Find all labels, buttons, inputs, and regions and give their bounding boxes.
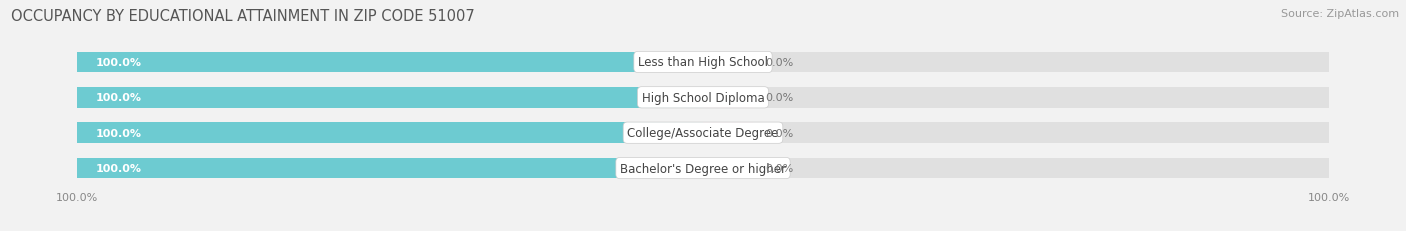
Text: Source: ZipAtlas.com: Source: ZipAtlas.com: [1281, 9, 1399, 19]
Bar: [77, 52, 703, 73]
Bar: [703, 52, 754, 73]
Text: 100.0%: 100.0%: [96, 93, 142, 103]
Bar: [77, 158, 703, 179]
Text: 0.0%: 0.0%: [766, 58, 794, 68]
Bar: [77, 158, 703, 179]
Text: Bachelor's Degree or higher: Bachelor's Degree or higher: [620, 162, 786, 175]
Text: Less than High School: Less than High School: [638, 56, 768, 69]
Text: College/Associate Degree: College/Associate Degree: [627, 127, 779, 140]
Text: OCCUPANCY BY EDUCATIONAL ATTAINMENT IN ZIP CODE 51007: OCCUPANCY BY EDUCATIONAL ATTAINMENT IN Z…: [11, 9, 475, 24]
Bar: [703, 88, 1329, 108]
Bar: [703, 158, 754, 179]
Bar: [703, 123, 1329, 143]
Bar: [77, 123, 703, 143]
Bar: [77, 88, 703, 108]
Bar: [77, 123, 703, 143]
Bar: [703, 52, 1329, 73]
Bar: [703, 158, 1329, 179]
Text: 100.0%: 100.0%: [96, 58, 142, 68]
Text: 0.0%: 0.0%: [766, 128, 794, 138]
Text: High School Diploma: High School Diploma: [641, 91, 765, 104]
Bar: [703, 123, 754, 143]
Text: 100.0%: 100.0%: [96, 128, 142, 138]
Bar: [703, 88, 754, 108]
Text: 0.0%: 0.0%: [766, 93, 794, 103]
Bar: [77, 52, 703, 73]
Bar: [77, 88, 703, 108]
Text: 100.0%: 100.0%: [96, 163, 142, 173]
Text: 0.0%: 0.0%: [766, 163, 794, 173]
